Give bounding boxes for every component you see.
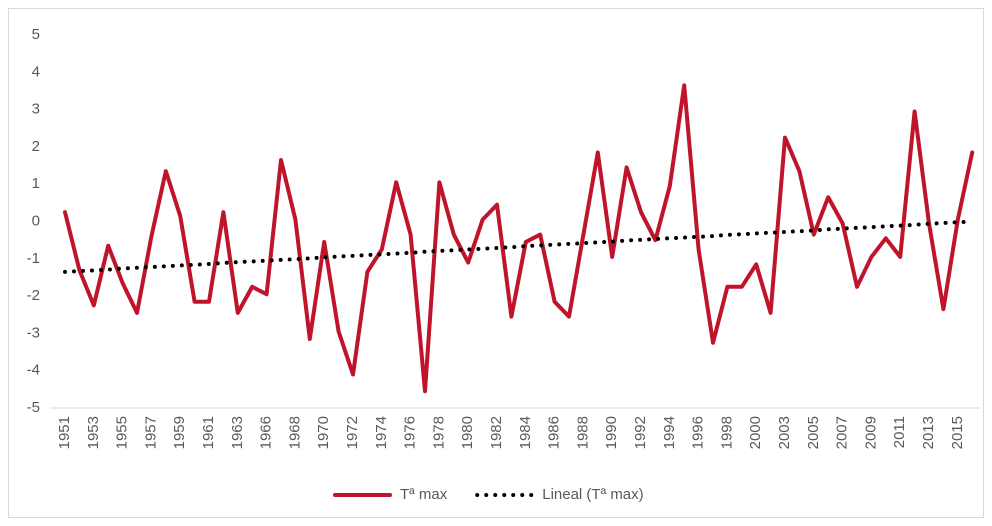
y-tick-label: 5 [32,26,40,43]
x-tick-label: 1951 [56,416,73,449]
y-tick-label: -2 [27,287,40,304]
x-tick-label: 2000 [747,416,764,449]
x-tick-label: 1984 [517,416,534,449]
y-tick-label: -4 [27,362,40,379]
x-tick-label: 1992 [632,416,649,449]
x-tick-label: 1961 [200,416,217,449]
x-tick-label: 2009 [862,416,879,449]
x-tick-label: 1955 [114,416,131,449]
y-tick-label: -5 [27,399,40,416]
x-tick-label: 2007 [834,416,851,449]
x-tick-label: 1978 [430,416,447,449]
x-tick-label: 2003 [776,416,793,449]
chart-frame [8,8,984,518]
x-tick-label: 1982 [488,416,505,449]
y-tick-label: -3 [27,324,40,341]
series-line [63,219,975,274]
x-tick-label: 2005 [805,416,822,449]
legend-label: Lineal (Tª max) [542,486,643,503]
y-tick-label: 4 [32,63,40,80]
x-tick-label: 1966 [258,416,275,449]
x-tick-label: 1959 [171,416,188,449]
x-tick-label: 1972 [344,416,361,449]
x-tick-label: 1970 [315,416,332,449]
x-tick-label: 1957 [142,416,159,449]
x-tick-label: 1980 [459,416,476,449]
series-line [63,83,975,394]
x-tick-label: 1994 [661,416,678,449]
x-tick-label: 1953 [85,416,102,449]
y-tick-label: 1 [32,175,40,192]
x-tick-label: 1990 [603,416,620,449]
x-tick-label: 1988 [574,416,591,449]
legend-label: Tª max [400,486,448,503]
x-tick-label: 1986 [546,416,563,449]
y-tick-label: 0 [32,212,40,229]
x-tick-label: 2011 [891,416,908,448]
x-tick-label: 1968 [286,416,303,449]
x-tick-label: 2015 [949,416,966,449]
x-tick-label: 1976 [402,416,419,449]
x-tick-label: 1998 [718,416,735,449]
x-tick-label: 1996 [690,416,707,449]
x-tick-label: 1974 [373,416,390,449]
y-tick-label: 3 [32,101,40,118]
y-tick-label: -1 [27,250,40,267]
x-tick-label: 2013 [920,416,937,449]
y-tick-label: 2 [32,138,40,155]
x-tick-label: 1963 [229,416,246,449]
